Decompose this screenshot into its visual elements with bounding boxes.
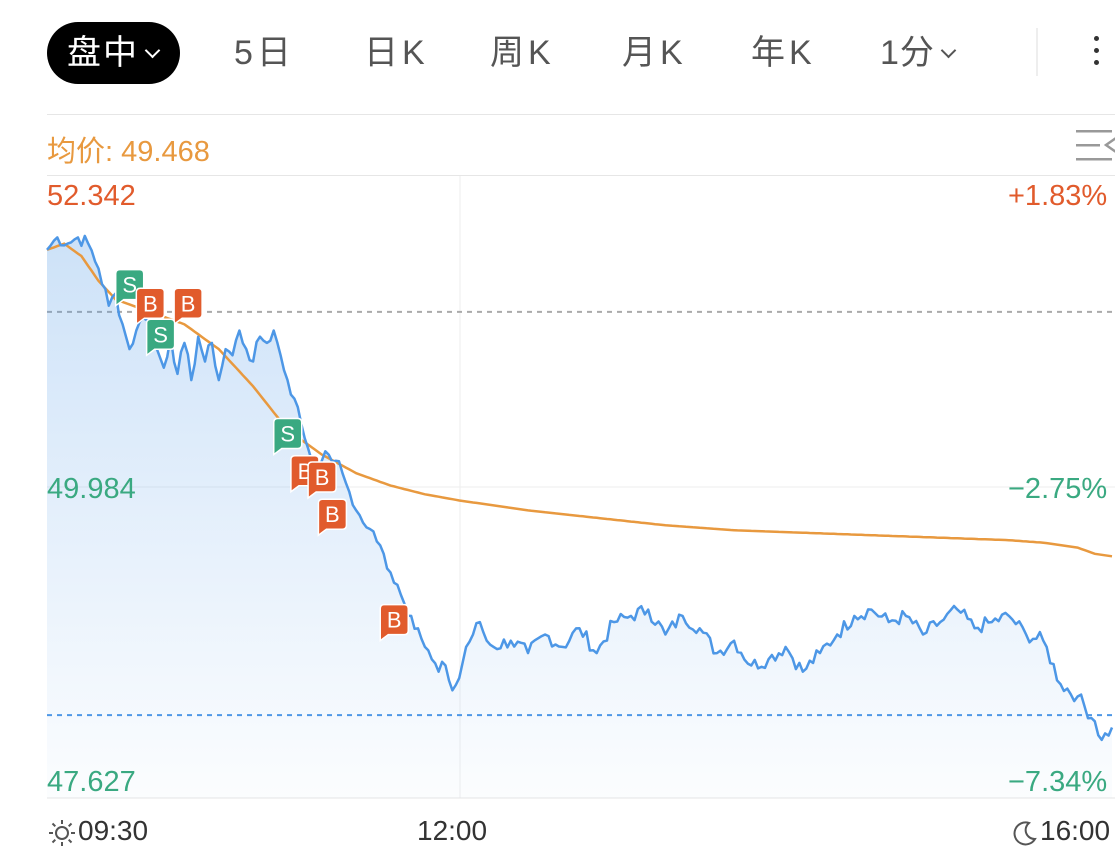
tab-intraday-label: 盘中 bbox=[67, 34, 139, 72]
header-divider bbox=[47, 114, 1115, 115]
time-start-label: 09:30 bbox=[78, 815, 149, 846]
marker-flag bbox=[173, 287, 203, 326]
marker-flag bbox=[379, 603, 409, 643]
sell-marker[interactable]: S bbox=[272, 417, 303, 457]
avg-price-label: 均价: bbox=[47, 136, 114, 168]
price-line bbox=[46, 234, 1114, 742]
marker-label: S bbox=[280, 422, 295, 447]
price-area-fill bbox=[47, 235, 1112, 798]
time-end-label: 16:00 bbox=[1040, 815, 1111, 846]
interval-label: 1分 bbox=[880, 34, 935, 72]
moon-icon bbox=[1013, 821, 1037, 846]
marker-flag bbox=[307, 461, 337, 500]
buy-marker[interactable]: B bbox=[135, 287, 166, 326]
more-options-icon[interactable] bbox=[1086, 36, 1106, 72]
marker-label: B bbox=[325, 502, 340, 527]
price-low-label: 47.627 bbox=[47, 766, 136, 798]
marker-flag bbox=[317, 498, 348, 537]
tab-divider bbox=[1036, 28, 1038, 76]
tab-week-k[interactable]: 周K bbox=[490, 34, 555, 72]
marker-label: S bbox=[122, 273, 137, 298]
sun-icon bbox=[49, 820, 75, 846]
tab-intraday[interactable]: 盘中 bbox=[47, 22, 180, 84]
pct-mid-label: −2.75% bbox=[1008, 473, 1108, 505]
indicator-settings-icon[interactable] bbox=[1076, 128, 1115, 164]
marker-label: B bbox=[181, 291, 196, 316]
buy-marker[interactable]: B bbox=[379, 603, 409, 643]
buy-marker[interactable]: B bbox=[173, 287, 203, 326]
pct-low-label: −7.34% bbox=[1008, 766, 1108, 798]
tab-month-k[interactable]: 月K bbox=[622, 34, 687, 72]
marker-flag bbox=[145, 318, 176, 357]
tab-day-k[interactable]: 日K bbox=[364, 34, 429, 72]
buy-marker[interactable]: B bbox=[317, 498, 348, 537]
marker-label: B bbox=[315, 465, 330, 490]
avg-price-readout: 均价: 49.468 bbox=[47, 128, 210, 170]
marker-label: S bbox=[153, 322, 168, 347]
marker-flag bbox=[272, 417, 303, 457]
price-mid-label: 49.984 bbox=[47, 473, 136, 505]
marker-label: B bbox=[143, 291, 158, 316]
period-tab-bar: 盘中 5日 日K 周K 月K 年K 1分 bbox=[0, 0, 1115, 104]
time-mid-label: 12:00 bbox=[417, 815, 488, 846]
marker-label: B bbox=[387, 608, 402, 633]
avg-price-value: 49.468 bbox=[121, 136, 210, 168]
chart-top-border bbox=[47, 175, 1115, 176]
tab-five-day[interactable]: 5日 bbox=[234, 34, 295, 72]
tab-interval-selector[interactable]: 1分 bbox=[880, 22, 957, 84]
marker-flag bbox=[135, 287, 166, 326]
buy-marker[interactable]: B bbox=[307, 461, 337, 500]
tab-year-k[interactable]: 年K bbox=[751, 34, 816, 72]
sell-marker[interactable]: S bbox=[145, 318, 176, 357]
price-high-label: 52.342 bbox=[47, 180, 136, 212]
pct-high-label: +1.83% bbox=[1008, 180, 1108, 212]
